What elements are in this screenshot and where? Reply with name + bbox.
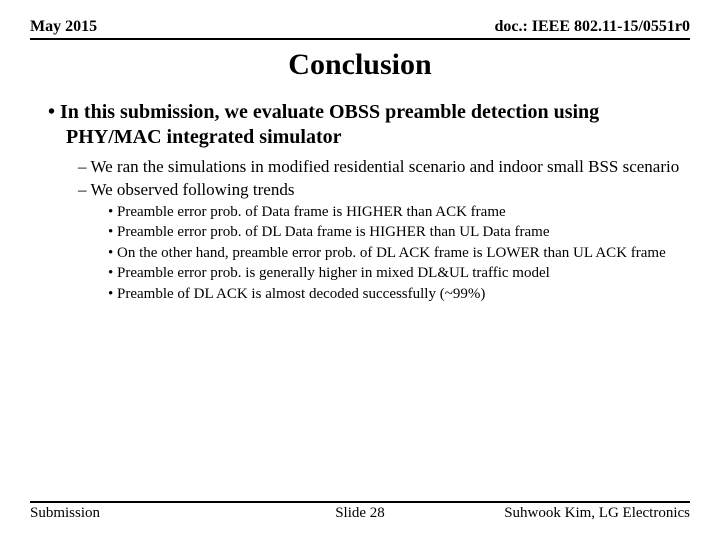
footer-author: Suhwook Kim, LG Electronics [470,505,690,522]
bullet-level1: In this submission, we evaluate OBSS pre… [38,100,690,150]
bullet-level3: Preamble error prob. of DL Data frame is… [38,223,690,243]
slide-content: In this submission, we evaluate OBSS pre… [30,100,690,304]
bullet-level3: Preamble of DL ACK is almost decoded suc… [38,285,690,305]
slide-header: May 2015 doc.: IEEE 802.11-15/0551r0 [30,18,690,40]
header-date: May 2015 [30,18,97,36]
footer-left: Submission [30,505,250,522]
bullet-level3: Preamble error prob. of Data frame is HI… [38,203,690,223]
slide-footer: Submission Slide 28 Suhwook Kim, LG Elec… [30,501,690,522]
bullet-level2: We observed following trends [38,179,690,200]
bullet-level3: Preamble error prob. is generally higher… [38,264,690,284]
footer-slide-number: Slide 28 [250,505,470,522]
bullet-level2: We ran the simulations in modified resid… [38,156,690,177]
slide-title: Conclusion [30,48,690,82]
header-docref: doc.: IEEE 802.11-15/0551r0 [494,18,690,36]
bullet-level3: On the other hand, preamble error prob. … [38,244,690,264]
